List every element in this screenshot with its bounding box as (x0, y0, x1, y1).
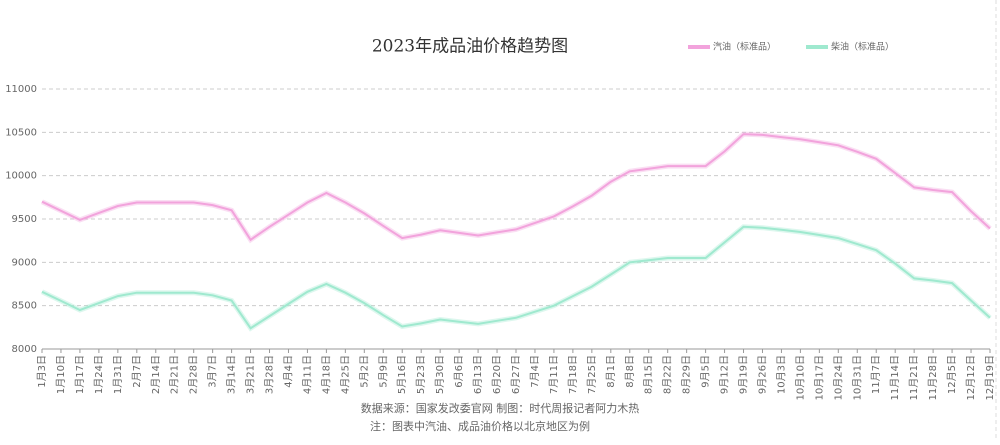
y-tick-label: 9500 (12, 214, 37, 225)
x-tick-label: 3月28日 (264, 355, 276, 394)
line (41, 225, 991, 330)
x-tick-label: 7月25日 (586, 355, 598, 394)
x-tick-label: 1月3日 (36, 355, 48, 388)
y-tick-label: 8000 (12, 344, 37, 355)
x-tick-label: 10月10日 (794, 355, 806, 400)
x-tick-label: 9月12日 (719, 355, 731, 394)
x-tick-label: 6月13日 (472, 355, 484, 394)
y-tick-label: 10000 (5, 171, 37, 182)
chart-title: 2023年成品油价格趋势图 (372, 37, 568, 57)
y-tick-label: 11000 (5, 84, 37, 95)
x-tick-label: 1月10日 (55, 355, 67, 394)
line-glow (40, 131, 992, 244)
x-tick-label: 7月11日 (548, 355, 560, 394)
x-tick-label: 9月5日 (700, 355, 712, 388)
x-tick-label: 11月21日 (908, 355, 920, 400)
x-tick-label: 12月19日 (984, 355, 996, 400)
x-tick-label: 6月6日 (453, 355, 465, 388)
x-tick-label: 4月11日 (301, 355, 313, 394)
y-tick-label: 9000 (12, 257, 37, 268)
x-tick-label: 8月29日 (681, 355, 693, 394)
x-tick-label: 10月31日 (851, 355, 863, 400)
x-tick-label: 11月14日 (889, 355, 901, 400)
x-tick-label: 3月21日 (245, 355, 257, 394)
line (41, 133, 991, 242)
x-tick-label: 8月22日 (662, 355, 674, 394)
legend-label: 柴油（标准品） (831, 41, 894, 53)
x-tick-label: 8月15日 (643, 355, 655, 394)
x-tick-label: 2月28日 (188, 355, 200, 394)
x-tick-label: 9月19日 (738, 355, 750, 394)
x-tick-label: 4月4日 (282, 355, 294, 388)
x-tick-label: 12月12日 (965, 355, 977, 400)
x-tick-label: 7月18日 (567, 355, 579, 394)
x-tick-label: 5月30日 (434, 355, 446, 394)
x-tick-label: 1月17日 (74, 355, 86, 394)
y-tick-label: 10500 (5, 127, 37, 138)
x-tick-label: 1月31日 (112, 355, 124, 394)
x-tick-label: 6月27日 (510, 355, 522, 394)
x-tick-label: 5月2日 (358, 355, 370, 388)
y-tick-label: 8500 (12, 301, 37, 312)
x-tick-label: 2月21日 (169, 355, 181, 394)
x-tick-label: 2月14日 (150, 355, 162, 394)
x-tick-label: 11月7日 (870, 355, 882, 394)
x-tick-label: 8月1日 (605, 355, 617, 388)
x-tick-label: 12月5日 (946, 355, 958, 394)
x-tick-label: 3月14日 (226, 355, 238, 394)
x-tick-label: 4月18日 (320, 355, 332, 394)
x-tick-label: 10月3日 (775, 355, 787, 394)
x-tick-label: 7月4日 (529, 355, 541, 388)
legend-label: 汽油（标准品） (713, 41, 776, 53)
x-tick-label: 10月17日 (813, 355, 825, 400)
x-tick-label: 4月25日 (339, 355, 351, 394)
x-tick-label: 3月7日 (207, 355, 219, 388)
x-tick-label: 5月23日 (415, 355, 427, 394)
x-tick-label: 9月26日 (756, 355, 768, 394)
x-tick-label: 11月28日 (927, 355, 939, 400)
x-tick-label: 8月8日 (624, 355, 636, 388)
footnote: 注：图表中汽油、成品油价格以北京地区为例 (370, 419, 590, 433)
footnote: 数据来源：国家发改委官网 制图：时代周报记者阿力木热 (361, 401, 640, 415)
x-tick-label: 5月9日 (377, 355, 389, 388)
x-tick-label: 6月20日 (491, 355, 503, 394)
x-tick-label: 2月7日 (131, 355, 143, 388)
x-tick-label: 10月24日 (832, 355, 844, 400)
x-tick-label: 1月24日 (93, 355, 105, 394)
x-tick-label: 5月16日 (396, 355, 408, 394)
